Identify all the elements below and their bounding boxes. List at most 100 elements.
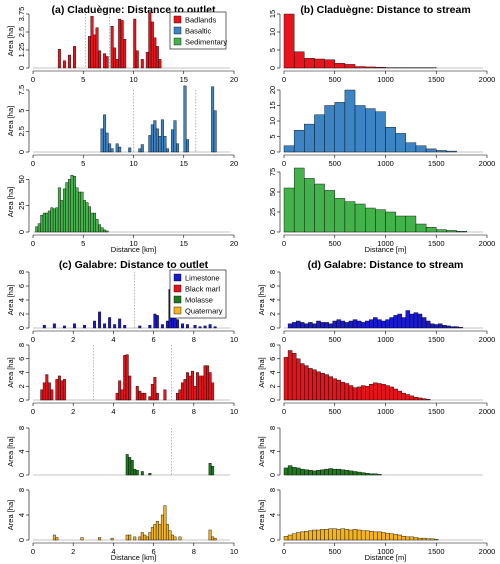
y-tick-label: 0	[17, 398, 26, 402]
bar	[415, 145, 427, 153]
x-tick-label: 2000	[479, 75, 496, 84]
bar	[186, 139, 189, 153]
x-tick-label: 4	[111, 407, 115, 416]
bar	[354, 105, 366, 153]
bar	[316, 320, 321, 329]
bar	[75, 187, 79, 233]
bar	[211, 465, 215, 476]
bar	[287, 350, 293, 401]
bar	[401, 392, 406, 401]
y-tick-label: 0	[17, 473, 26, 477]
bar	[425, 399, 431, 401]
bar	[57, 375, 61, 401]
bar	[365, 207, 376, 233]
bar	[401, 536, 406, 541]
bar	[356, 529, 362, 541]
y-tick-label: 0	[268, 66, 277, 70]
x-tick-label: 500	[328, 547, 341, 556]
bar	[125, 354, 129, 401]
bar	[165, 524, 169, 541]
x-tick-label: 0	[31, 407, 35, 416]
x-tick-label: 0	[282, 159, 286, 168]
bar	[140, 471, 144, 476]
bar	[113, 324, 117, 329]
bar	[436, 150, 447, 153]
legend-label: Badlands	[185, 16, 217, 25]
bar	[352, 319, 358, 329]
bar	[100, 128, 104, 153]
bar	[198, 326, 202, 329]
bar	[375, 111, 386, 153]
x-tick-label: 10	[230, 547, 238, 556]
bar	[160, 324, 164, 329]
bar	[196, 372, 200, 401]
bar	[340, 320, 346, 329]
y-axis-label: Area [ha]	[6, 187, 15, 217]
y-tick-label: 2.5	[17, 27, 26, 37]
bar	[125, 534, 129, 541]
bar	[446, 150, 457, 153]
row-black-marl: 0 2 4 6 8 Area [ha] 0 500 1000 1500 2000	[257, 343, 495, 416]
y-tick-label: 50	[17, 175, 26, 183]
bar	[405, 142, 417, 153]
bar	[287, 323, 293, 329]
y-tick-label: 2	[268, 384, 277, 388]
bar	[93, 212, 97, 233]
bar	[369, 319, 374, 329]
bar	[62, 188, 66, 233]
y-tick-label: 0	[268, 150, 277, 154]
x-axis-label: Distance [m]	[365, 553, 407, 562]
bar	[118, 380, 122, 401]
y-tick-label: 2	[268, 312, 277, 316]
bar	[425, 148, 437, 153]
bar	[365, 473, 370, 476]
bar	[103, 323, 107, 329]
bar	[186, 372, 189, 401]
y-tick-label: 2	[17, 312, 26, 316]
x-tick-label: 500	[328, 407, 341, 416]
x-tick-label: 1500	[428, 547, 445, 556]
y-tick-label: 4	[268, 513, 277, 517]
bar	[55, 379, 59, 401]
bar	[324, 374, 329, 401]
y-tick-label: 10	[268, 28, 277, 36]
bar	[360, 530, 366, 541]
row-molasse: 0 4 8 Area [ha]	[257, 426, 483, 477]
legend-label: Quaternary	[185, 307, 223, 316]
bar	[421, 537, 427, 541]
bar	[163, 505, 167, 541]
bar	[163, 389, 167, 401]
bar	[213, 110, 217, 153]
x-tick-label: 2000	[479, 159, 496, 168]
y-axis-label: Area [ha]	[6, 357, 15, 387]
y-tick-label: 0	[17, 150, 26, 154]
bar	[312, 323, 317, 329]
bar	[304, 469, 309, 476]
bar	[385, 385, 390, 401]
bar	[365, 66, 376, 69]
bar	[291, 322, 297, 329]
bar	[211, 86, 215, 153]
x-tick-label: 2000	[479, 335, 496, 344]
bar	[393, 315, 398, 329]
bar	[57, 187, 61, 233]
bar	[150, 124, 154, 153]
bar	[150, 383, 154, 401]
bar	[55, 207, 59, 233]
bar	[344, 529, 350, 541]
bar	[110, 537, 114, 541]
bar	[128, 457, 132, 476]
bar	[413, 397, 419, 401]
bar	[140, 144, 144, 153]
bar	[365, 320, 370, 329]
bar	[348, 470, 354, 476]
bar	[98, 224, 102, 233]
bar	[300, 363, 305, 401]
row-basaltic: 0 2.5 5 7.5 Area [ha] 0 5 10 15 20	[6, 85, 238, 168]
bar	[123, 355, 127, 401]
bar	[158, 59, 162, 69]
bar	[283, 13, 295, 69]
bar	[118, 146, 122, 153]
bar	[295, 467, 301, 476]
x-tick-label: 0	[282, 335, 286, 344]
